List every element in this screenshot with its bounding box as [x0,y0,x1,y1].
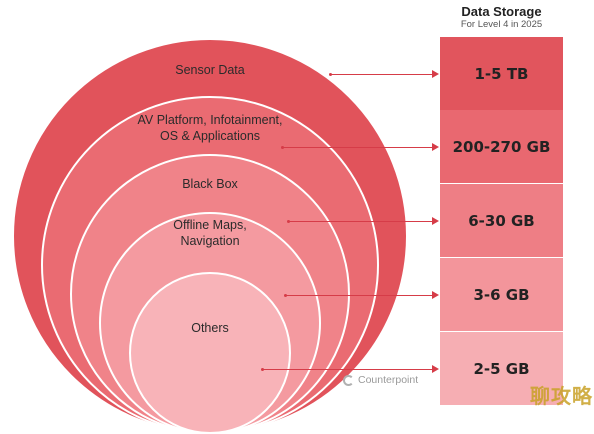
connector-line-1 [330,73,432,75]
diagram: Data Storage For Level 4 in 2025 Sensor … [12,4,593,434]
circle-label-4: Offline Maps, Navigation [173,218,247,248]
connector-line-4 [285,294,432,296]
storage-box-2: 200-270 GB [440,110,563,183]
counterpoint-logo: Counterpoint [343,374,418,386]
watermark: 聊攻略 [530,386,593,408]
data-storage-subtitle: For Level 4 in 2025 [460,19,543,30]
storage-box-1: 1-5 TB [440,37,563,110]
connector-arrow-icon [432,143,439,151]
data-storage-title: Data Storage [461,4,542,19]
counterpoint-logo-icon [343,374,354,386]
connector-arrow-icon [432,365,439,373]
connector-arrow-icon [432,291,439,299]
storage-box-4: 3-6 GB [440,258,563,331]
connector-arrow-icon [432,217,439,225]
storage-box-3: 6-30 GB [440,184,563,257]
connector-line-5 [262,368,432,370]
circle-label-2: AV Platform, Infotainment, OS & Applicat… [137,113,283,143]
connector-line-2 [282,146,432,148]
circle-label-1: Sensor Data [175,63,245,77]
circle-layer-5 [129,272,291,434]
circle-label-3: Black Box [182,177,238,191]
connector-line-3 [288,220,432,222]
connector-arrow-icon [432,70,439,78]
circle-label-5: Others [191,321,229,335]
logo-text: Counterpoint [358,374,419,386]
storage-box-5: 2-5 GB [440,332,563,405]
